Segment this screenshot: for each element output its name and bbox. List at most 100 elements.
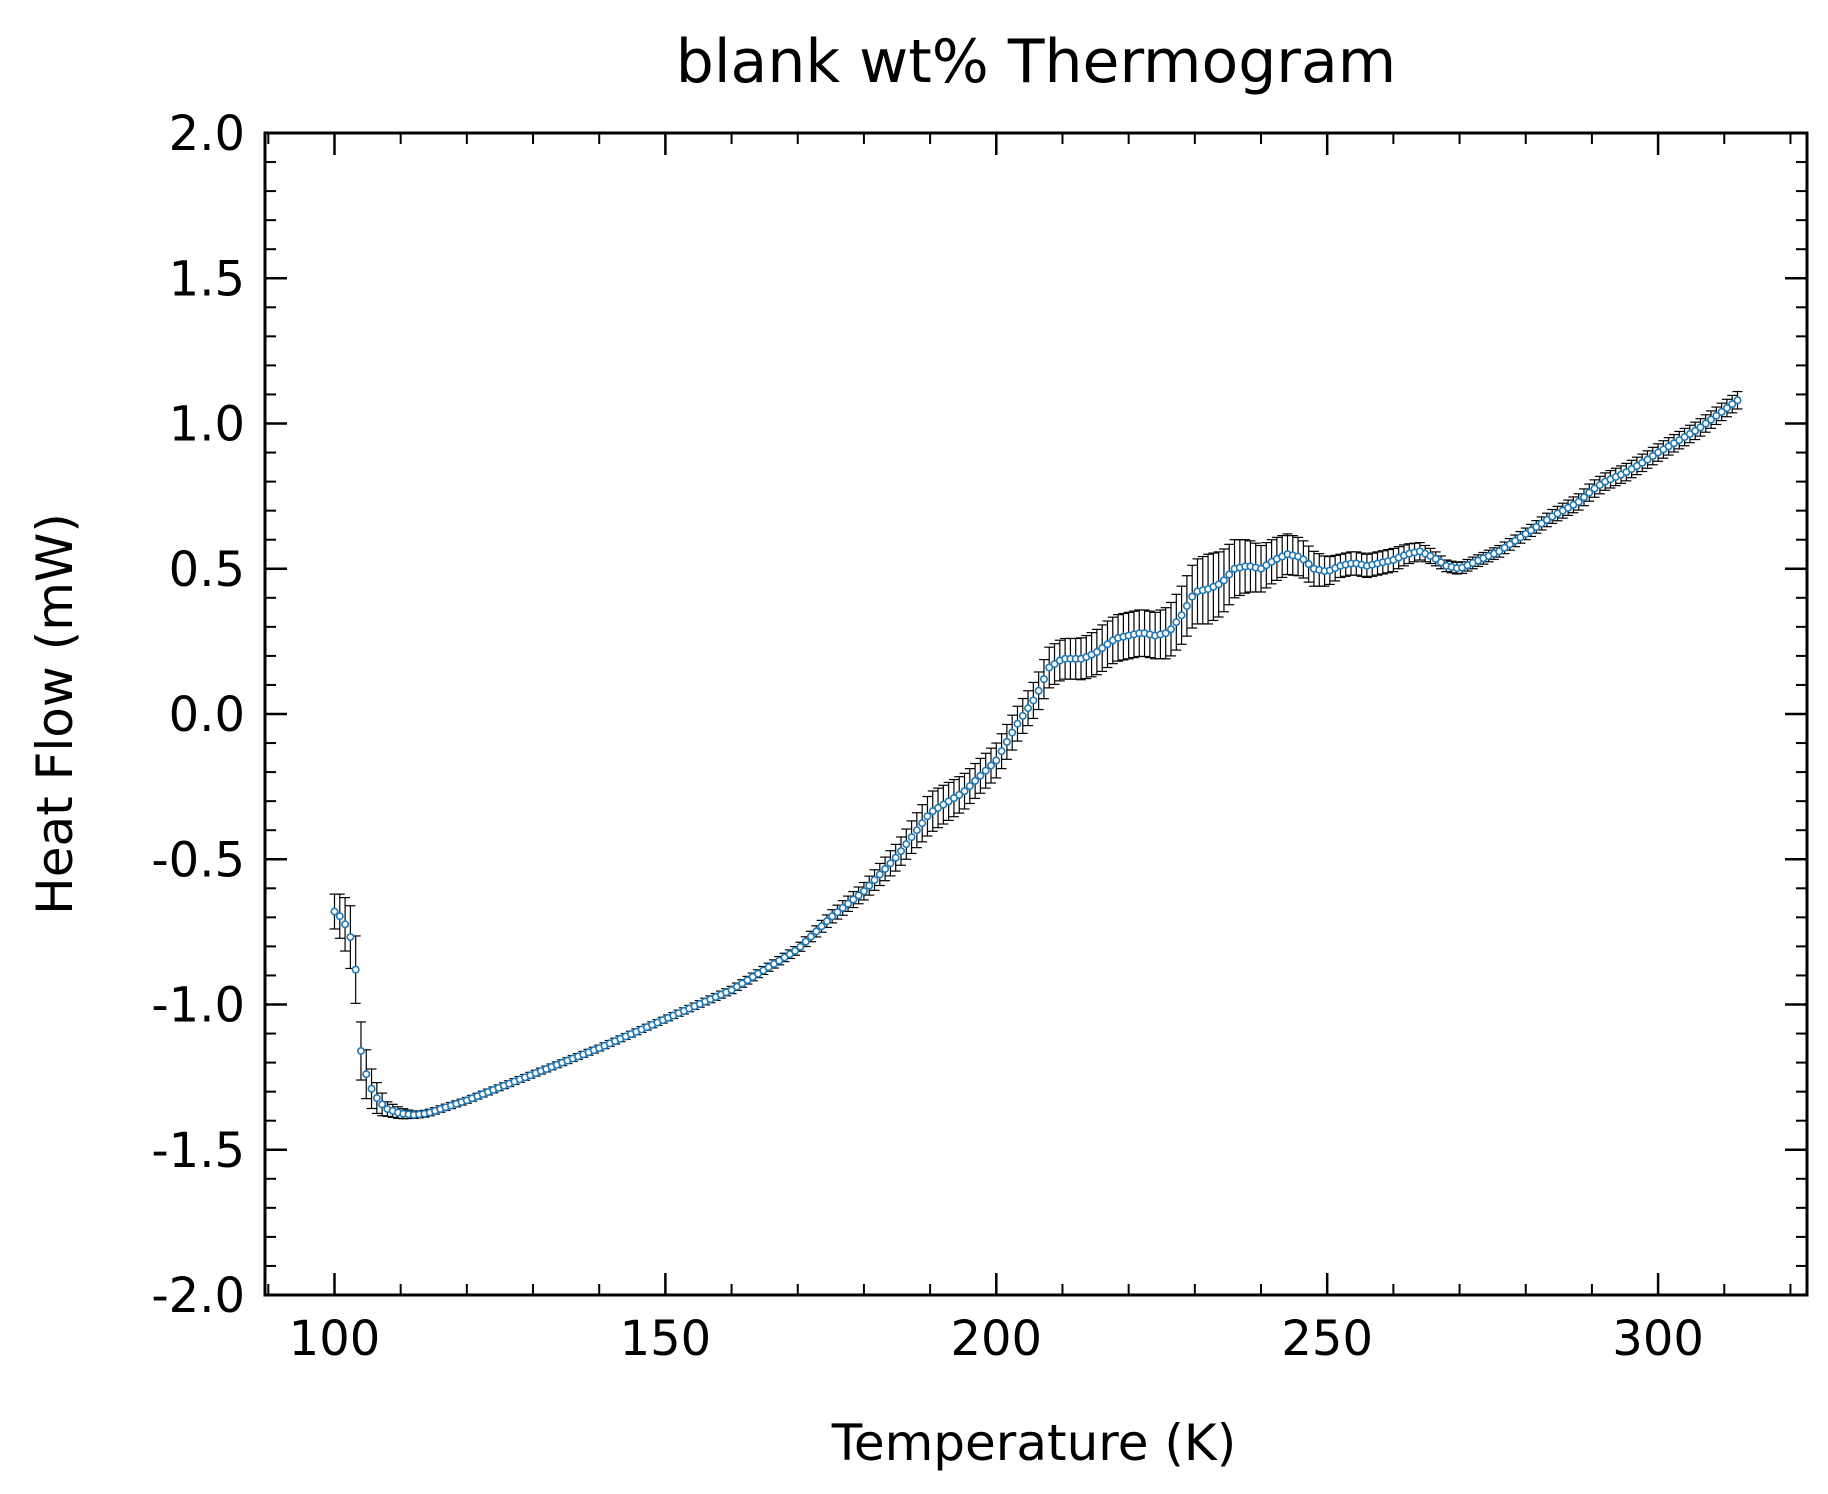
y-tick-label: -0.5 (151, 832, 245, 888)
data-point (791, 946, 800, 955)
data-point (1595, 481, 1604, 490)
x-tick-label: 200 (950, 1311, 1042, 1367)
data-point (1045, 663, 1054, 672)
data-point (1050, 660, 1059, 669)
data-point (1648, 452, 1657, 461)
data-point (992, 756, 1001, 765)
data-point (891, 853, 900, 862)
data-point (346, 933, 355, 942)
data-point (902, 840, 911, 849)
data-point (822, 917, 831, 926)
data-point (833, 908, 842, 917)
data-point (997, 747, 1006, 756)
data-point (1214, 580, 1223, 589)
data-point (1257, 564, 1266, 573)
data-point (1177, 611, 1186, 620)
data-point (1696, 423, 1705, 432)
data-point (335, 912, 344, 921)
data-point (1182, 601, 1191, 610)
data-point (351, 965, 360, 974)
data-point (828, 912, 837, 921)
data-point (1098, 644, 1107, 653)
data-point (918, 819, 927, 828)
data-point (849, 895, 858, 904)
data-point (838, 903, 847, 912)
data-point (806, 932, 815, 941)
data-point (1579, 493, 1588, 502)
data-point (341, 920, 350, 929)
x-tick-label: 100 (289, 1311, 381, 1367)
tick-layer: 100 150 200 250 300 -2.0 -1.5 -1.0 -0.5 0.0 0.5 1.0… (151, 106, 1807, 1367)
data-point (1722, 404, 1731, 413)
data-point (854, 891, 863, 900)
y-tick-label: 0.0 (169, 687, 245, 743)
plot-frame (263, 131, 1809, 1297)
data-point (1304, 560, 1313, 569)
data-point (1013, 719, 1022, 728)
data-point (875, 870, 884, 879)
data-point (367, 1084, 376, 1093)
data-point (886, 859, 895, 868)
data-point (1034, 686, 1043, 695)
data-point (1002, 737, 1011, 746)
y-tick-label: -1.0 (151, 978, 245, 1034)
data-point (971, 776, 980, 785)
data-point (859, 887, 868, 896)
data-point (986, 761, 995, 770)
data-point (1717, 407, 1726, 416)
data-point (1516, 533, 1525, 542)
y-tick-label: 0.5 (169, 542, 245, 598)
data-point (1527, 526, 1536, 535)
data-point (362, 1070, 371, 1079)
data-point (907, 833, 916, 842)
data-point (378, 1100, 387, 1109)
data-point (356, 1046, 365, 1055)
data-point (912, 826, 921, 835)
data-point (1262, 561, 1271, 570)
data-point (1574, 497, 1583, 506)
data-point (1018, 711, 1027, 720)
data-point (1532, 522, 1541, 531)
chart-title: blank wt% Thermogram (676, 27, 1396, 97)
data-point (812, 927, 821, 936)
data-point (955, 790, 964, 799)
data-point (1590, 484, 1599, 493)
data-point (1219, 576, 1228, 585)
data-point (1500, 543, 1509, 552)
data-point (817, 922, 826, 931)
data-point (1521, 529, 1530, 538)
data-point (1712, 411, 1721, 420)
data-point (870, 876, 879, 885)
x-tick-label: 250 (1281, 1311, 1373, 1367)
data-point (865, 881, 874, 890)
data-point (372, 1094, 381, 1103)
data-point (1437, 558, 1446, 567)
data-point (1431, 554, 1440, 563)
y-tick-label: -2.0 (151, 1268, 245, 1324)
data-point (801, 937, 810, 946)
data-point (881, 864, 890, 873)
data-point (923, 812, 932, 821)
x-axis-label: Temperature (K) (831, 1414, 1236, 1472)
data-point (1643, 455, 1652, 464)
y-tick-label: -1.5 (151, 1123, 245, 1179)
data-point (1188, 592, 1197, 601)
data-point (1585, 488, 1594, 497)
y-tick-label: 1.5 (169, 251, 245, 307)
data-point (1008, 728, 1017, 737)
data-point (1542, 515, 1551, 524)
data-point (1701, 419, 1710, 428)
data-point (981, 766, 990, 775)
data-point (1161, 629, 1170, 638)
data-point (960, 787, 969, 796)
data-point (1728, 400, 1737, 409)
data-point (796, 942, 805, 951)
data-point (976, 771, 985, 780)
data-point (1172, 618, 1181, 627)
x-tick-label: 150 (620, 1311, 712, 1367)
x-tick-label: 300 (1612, 1311, 1704, 1367)
y-tick-label: 1.0 (169, 397, 245, 453)
data-point (1024, 704, 1033, 713)
